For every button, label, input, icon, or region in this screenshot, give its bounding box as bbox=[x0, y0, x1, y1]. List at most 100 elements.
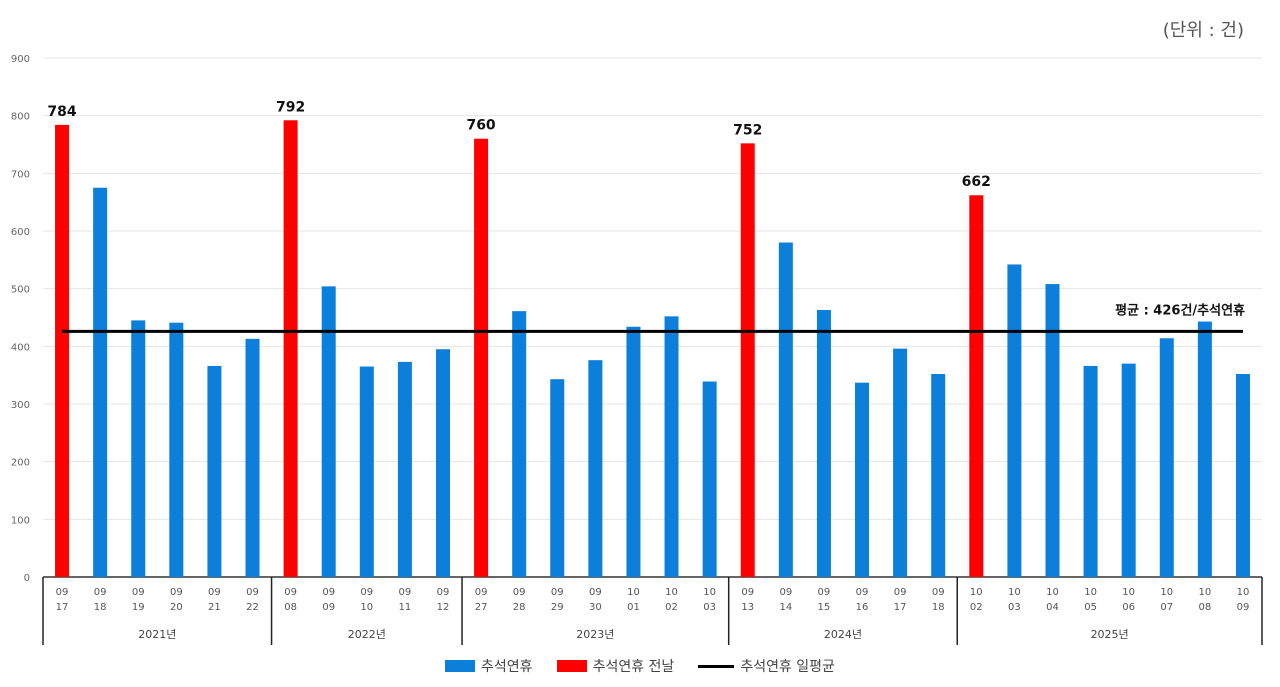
bar-holiday bbox=[1045, 284, 1060, 577]
x-tick-label-month: 09 bbox=[246, 587, 259, 598]
bar-eve bbox=[740, 143, 755, 577]
x-tick-label-day: 17 bbox=[894, 602, 907, 613]
unit-label: (단위 : 건) bbox=[1162, 20, 1244, 41]
x-tick-label-month: 09 bbox=[437, 587, 450, 598]
bar-holiday bbox=[435, 349, 450, 577]
bar-holiday bbox=[207, 365, 222, 577]
bar-holiday bbox=[626, 326, 641, 577]
y-tick-label: 300 bbox=[11, 400, 30, 411]
bar-holiday bbox=[778, 242, 793, 578]
x-tick-label-month: 10 bbox=[665, 587, 678, 598]
x-tick-label-month: 09 bbox=[741, 587, 754, 598]
bar-holiday bbox=[1197, 321, 1212, 577]
x-tick-label-day: 09 bbox=[322, 602, 335, 613]
bar-holiday bbox=[893, 348, 908, 577]
group-label: 2022년 bbox=[348, 628, 386, 641]
y-tick-label: 800 bbox=[11, 112, 30, 123]
data-label: 752 bbox=[733, 122, 762, 138]
legend-swatch-average bbox=[698, 664, 735, 668]
x-tick-label-day: 15 bbox=[818, 602, 831, 613]
bar-holiday bbox=[664, 316, 679, 577]
x-tick-label-month: 10 bbox=[703, 587, 716, 598]
x-tick-label-day: 06 bbox=[1122, 602, 1135, 613]
x-tick-label-day: 18 bbox=[94, 602, 107, 613]
bar-holiday bbox=[1121, 363, 1136, 577]
x-tick-label-day: 18 bbox=[932, 602, 945, 613]
x-tick-label-month: 10 bbox=[1237, 587, 1250, 598]
bar-holiday bbox=[245, 338, 260, 577]
x-tick-label-day: 11 bbox=[399, 602, 412, 613]
bar-holiday bbox=[1159, 338, 1174, 577]
x-tick-label-month: 09 bbox=[932, 587, 945, 598]
bar-holiday bbox=[855, 382, 870, 577]
bar-holiday bbox=[816, 310, 831, 577]
x-tick-label-month: 10 bbox=[1084, 587, 1097, 598]
x-tick-label-day: 09 bbox=[1237, 602, 1250, 613]
bar-holiday bbox=[702, 381, 717, 577]
group-label: 2024년 bbox=[824, 628, 862, 641]
bar-holiday bbox=[359, 366, 374, 577]
x-tick-label-day: 28 bbox=[513, 602, 526, 613]
x-tick-label-day: 14 bbox=[779, 602, 792, 613]
x-tick-label-month: 09 bbox=[284, 587, 297, 598]
y-tick-label: 600 bbox=[11, 227, 30, 238]
legend-item-eve: 추석연휴 전날 bbox=[556, 656, 675, 676]
group-label: 2021년 bbox=[138, 628, 176, 641]
x-tick-label-day: 19 bbox=[132, 602, 145, 613]
legend-item-holiday: 추석연휴 bbox=[445, 656, 533, 676]
x-tick-label-month: 09 bbox=[322, 587, 335, 598]
legend-label-eve: 추석연휴 전날 bbox=[592, 659, 675, 675]
x-tick-label-day: 20 bbox=[170, 602, 183, 613]
chart-legend: 추석연휴 추석연휴 전날 추석연휴 일평균 bbox=[0, 656, 1280, 676]
data-label: 792 bbox=[276, 99, 305, 115]
x-tick-label-month: 09 bbox=[56, 587, 69, 598]
x-tick-label-month: 09 bbox=[856, 587, 869, 598]
x-tick-label-day: 04 bbox=[1046, 602, 1059, 613]
x-tick-label-day: 02 bbox=[665, 602, 678, 613]
x-tick-label-day: 30 bbox=[589, 602, 602, 613]
x-tick-label-day: 02 bbox=[970, 602, 983, 613]
y-tick-label: 0 bbox=[24, 573, 30, 584]
y-tick-label: 900 bbox=[11, 54, 30, 65]
x-tick-label-month: 09 bbox=[94, 587, 107, 598]
bar-eve bbox=[283, 120, 298, 577]
x-tick-label-day: 05 bbox=[1084, 602, 1097, 613]
legend-label-average: 추석연휴 일평균 bbox=[740, 659, 835, 675]
x-tick-label-day: 08 bbox=[1198, 602, 1211, 613]
bar-holiday bbox=[1235, 374, 1250, 577]
bar-holiday bbox=[1007, 264, 1022, 577]
x-tick-label-day: 29 bbox=[551, 602, 564, 613]
x-tick-label-day: 03 bbox=[1008, 602, 1021, 613]
x-tick-label-month: 09 bbox=[208, 587, 221, 598]
x-tick-label-day: 08 bbox=[284, 602, 297, 613]
bar-holiday bbox=[588, 360, 603, 577]
x-tick-label-month: 09 bbox=[818, 587, 831, 598]
x-tick-label-day: 21 bbox=[208, 602, 221, 613]
x-tick-label-month: 09 bbox=[132, 587, 145, 598]
x-tick-label-month: 09 bbox=[551, 587, 564, 598]
x-tick-label-month: 09 bbox=[475, 587, 488, 598]
bar-holiday bbox=[550, 379, 565, 577]
bar-holiday bbox=[169, 322, 184, 577]
x-tick-label-month: 10 bbox=[627, 587, 640, 598]
x-tick-label-month: 09 bbox=[360, 587, 373, 598]
x-tick-label-month: 10 bbox=[1122, 587, 1135, 598]
bar-holiday bbox=[397, 361, 412, 577]
group-label: 2023년 bbox=[576, 628, 614, 641]
x-tick-label-month: 09 bbox=[170, 587, 183, 598]
bar-holiday bbox=[931, 374, 946, 577]
bar-holiday bbox=[131, 320, 146, 577]
x-tick-label-month: 09 bbox=[513, 587, 526, 598]
x-tick-label-day: 01 bbox=[627, 602, 640, 613]
x-tick-label-day: 22 bbox=[246, 602, 259, 613]
x-tick-label-month: 10 bbox=[1198, 587, 1211, 598]
y-tick-label: 400 bbox=[11, 342, 30, 353]
average-label: 평균 : 426건/추석연휴 bbox=[1115, 302, 1245, 318]
x-tick-label-month: 09 bbox=[589, 587, 602, 598]
bar-holiday bbox=[321, 286, 336, 577]
x-tick-label-day: 16 bbox=[856, 602, 869, 613]
data-label: 784 bbox=[47, 104, 76, 120]
x-tick-label-day: 07 bbox=[1160, 602, 1173, 613]
y-tick-label: 500 bbox=[11, 285, 30, 296]
